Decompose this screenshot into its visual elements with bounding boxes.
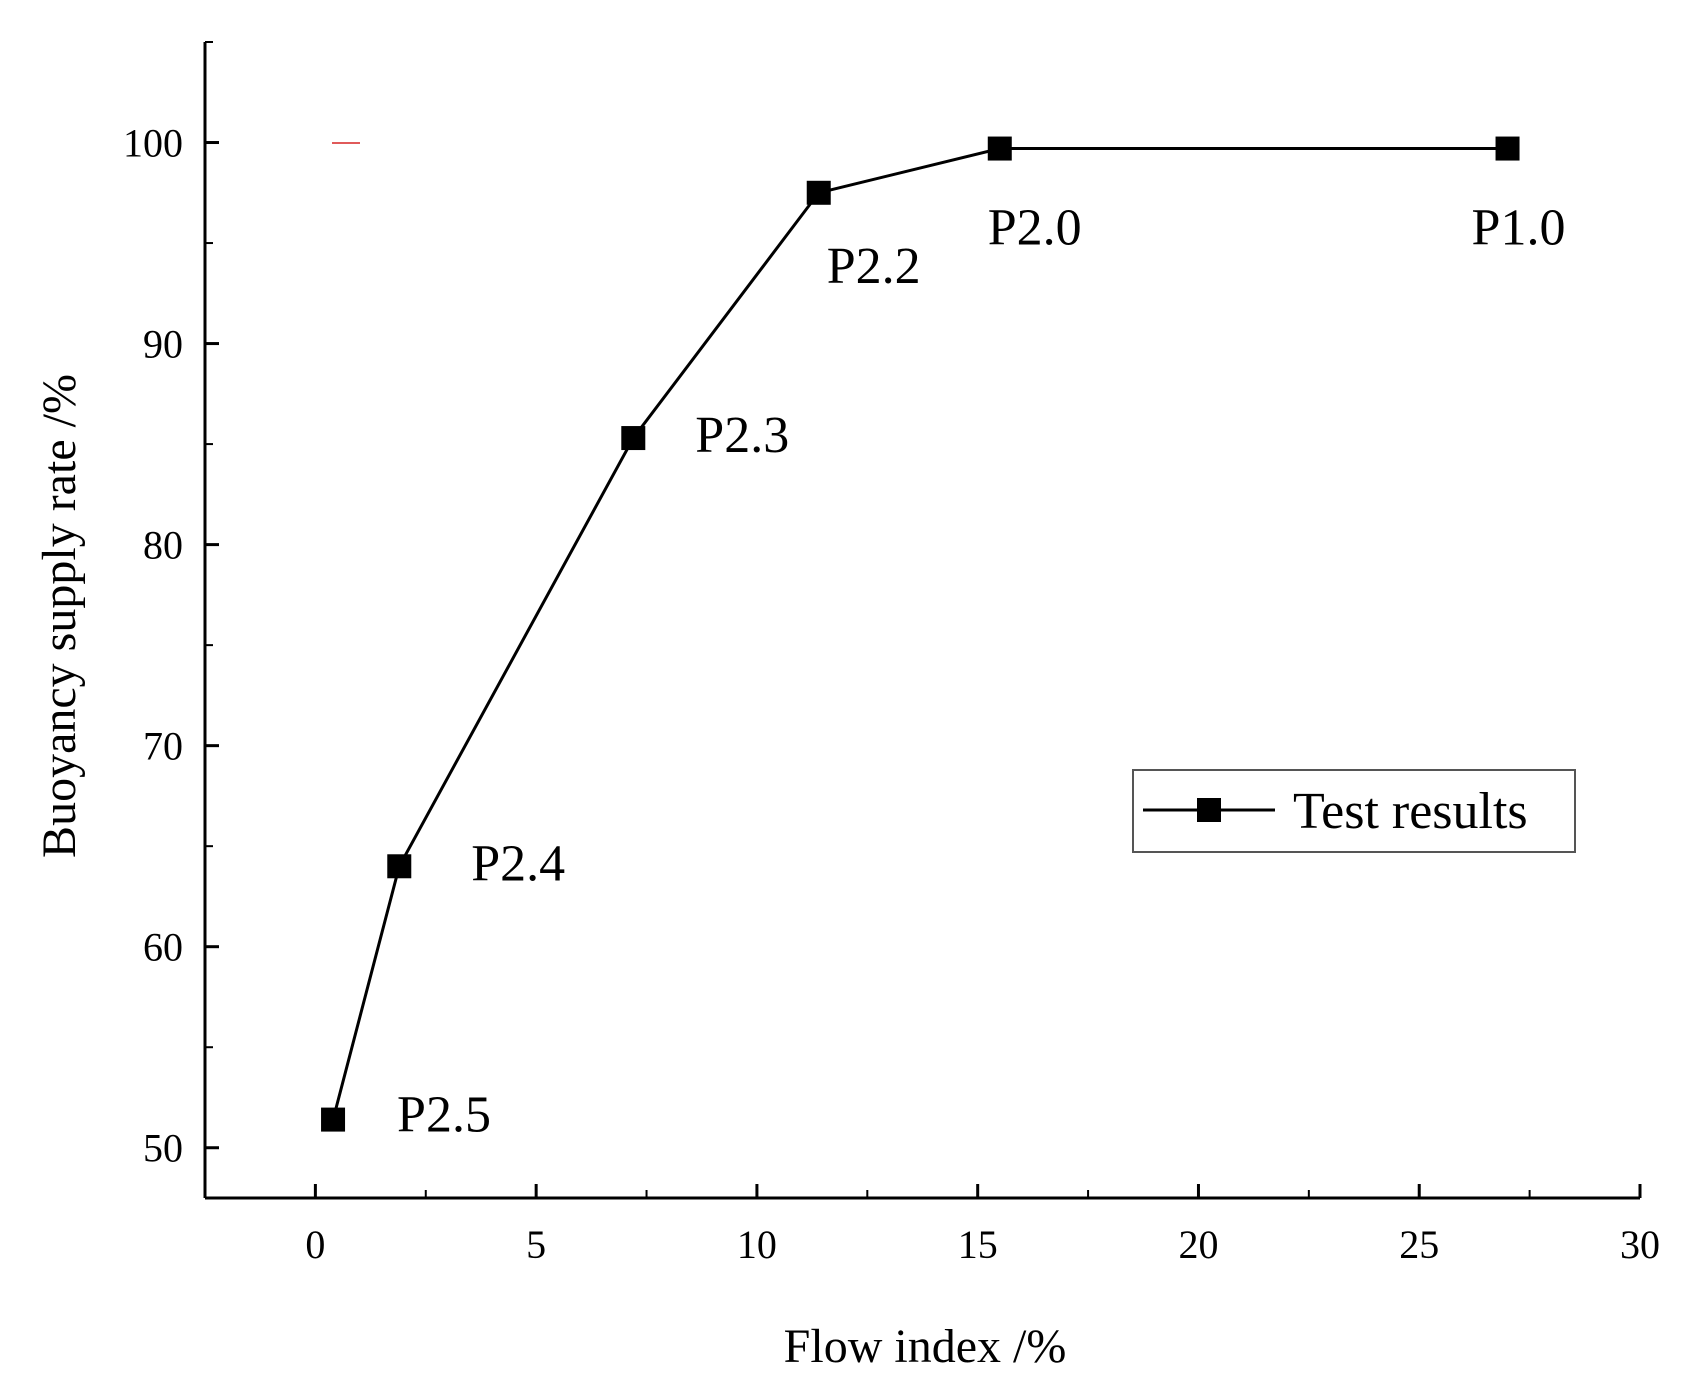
y-tick-label: 90 xyxy=(143,322,183,367)
x-tick-label: 25 xyxy=(1399,1222,1439,1267)
x-tick-label: 5 xyxy=(526,1222,546,1267)
y-tick-label: 60 xyxy=(143,925,183,970)
point-label: P2.4 xyxy=(471,835,565,892)
data-point-marker xyxy=(621,426,646,451)
y-tick-label: 70 xyxy=(143,724,183,769)
y-ticks: 50 60 70 80 90 100 xyxy=(123,41,219,1171)
x-ticks: 0 5 10 15 20 25 30 xyxy=(305,1184,1660,1267)
x-tick-label: 10 xyxy=(737,1222,777,1267)
data-point-marker xyxy=(387,854,412,879)
data-point-marker xyxy=(806,180,831,205)
x-axis-title: Flow index /% xyxy=(784,1320,1067,1373)
y-tick-label: 80 xyxy=(143,523,183,568)
series-line xyxy=(331,147,1508,1120)
legend-label: Test results xyxy=(1293,783,1528,840)
x-tick-label: 20 xyxy=(1178,1222,1218,1267)
axes xyxy=(203,42,1640,1200)
data-point-marker xyxy=(321,1107,346,1132)
point-labels: P2.5 P2.4 P2.3 P2.2 P2.0 P1.0 xyxy=(397,200,1565,1144)
y-tick-label: 100 xyxy=(123,121,183,166)
series-layer xyxy=(321,136,1520,1132)
data-point-marker xyxy=(987,136,1012,161)
point-label: P2.3 xyxy=(695,407,789,464)
point-label: P1.0 xyxy=(1472,200,1566,257)
legend-marker-sample xyxy=(1197,798,1221,822)
legend: Test results xyxy=(1132,769,1576,853)
x-tick-label: 15 xyxy=(958,1222,998,1267)
point-label: P2.5 xyxy=(397,1087,491,1144)
point-label: P2.2 xyxy=(827,238,921,295)
y-tick-label: 50 xyxy=(143,1126,183,1171)
x-tick-label: 0 xyxy=(305,1222,325,1267)
x-tick-label: 30 xyxy=(1620,1222,1660,1267)
y-axis-title: Buoyancy supply rate /% xyxy=(33,374,86,858)
data-point-marker xyxy=(1495,136,1520,161)
point-label: P2.0 xyxy=(988,200,1082,257)
